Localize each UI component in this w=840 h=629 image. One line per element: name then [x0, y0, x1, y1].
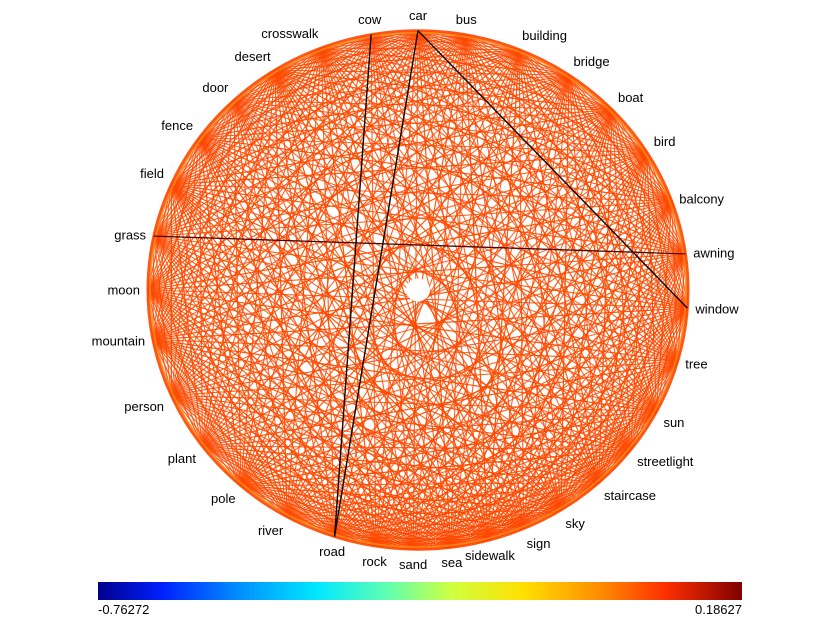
node-label-streetlight: streetlight [637, 454, 693, 469]
node-label-awning: awning [693, 245, 734, 260]
node-label-crosswalk: crosswalk [261, 26, 318, 41]
node-label-pole: pole [211, 491, 236, 506]
node-label-sign: sign [527, 536, 551, 551]
node-label-cow: cow [358, 12, 381, 27]
node-label-boat: boat [618, 90, 643, 105]
node-label-road: road [319, 544, 345, 559]
node-label-sky: sky [565, 516, 585, 531]
node-label-plant: plant [168, 451, 196, 466]
node-label-bridge: bridge [573, 54, 609, 69]
node-label-rock: rock [362, 554, 387, 569]
node-label-building: building [522, 28, 567, 43]
node-label-bird: bird [654, 134, 676, 149]
node-label-sand: sand [399, 557, 427, 572]
node-label-river: river [258, 523, 283, 538]
node-label-sun: sun [663, 415, 684, 430]
node-label-field: field [140, 166, 164, 181]
node-label-balcony: balcony [679, 191, 724, 206]
colorbar-max-label: 0.18627 [695, 602, 742, 617]
node-label-desert: desert [235, 49, 271, 64]
node-label-tree: tree [685, 356, 707, 371]
node-label-mountain: mountain [92, 333, 145, 348]
node-label-window: window [695, 301, 738, 316]
node-label-person: person [124, 399, 164, 414]
node-label-moon: moon [107, 283, 140, 298]
node-label-fence: fence [161, 118, 193, 133]
chord-diagram: car bus building bridge boat bird balcony awnin… [0, 0, 840, 629]
node-label-staircase: staircase [604, 488, 656, 503]
colorbar-min-label: -0.76272 [98, 602, 149, 617]
colorbar [98, 582, 742, 600]
node-label-grass: grass [114, 227, 146, 242]
node-label-car: car [409, 8, 427, 23]
node-label-door: door [202, 80, 228, 95]
node-label-sea: sea [441, 555, 462, 570]
node-label-bus: bus [456, 12, 477, 27]
node-label-sidewalk: sidewalk [465, 548, 515, 563]
